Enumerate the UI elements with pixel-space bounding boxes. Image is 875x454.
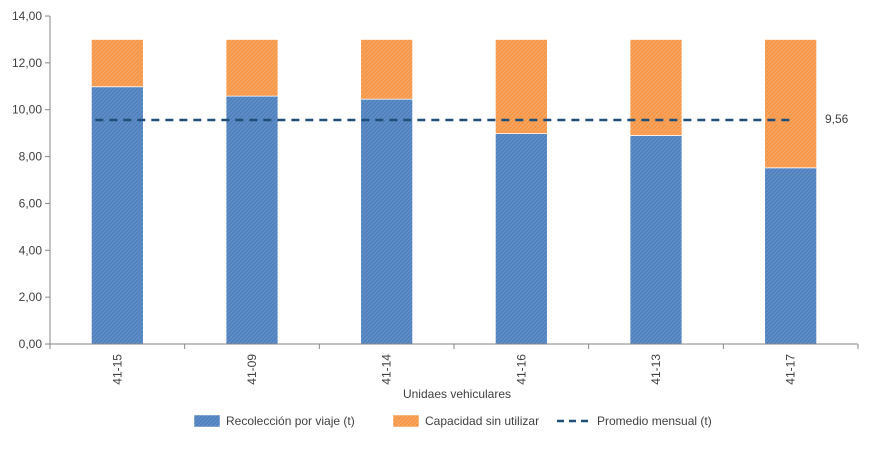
bar-capacidad-41-15 <box>90 39 144 88</box>
y-tick-label: 4,00 <box>19 243 43 257</box>
y-tick-label: 6,00 <box>19 196 43 210</box>
x-tick-label: 41-15 <box>110 354 124 385</box>
x-tick-label: 41-13 <box>649 354 663 385</box>
bar-recoleccion-41-15 <box>90 86 144 345</box>
legend: Recolección por viaje (t) Capacidad sin … <box>193 414 712 428</box>
legend-label-capacidad: Capacidad sin utilizar <box>425 414 539 428</box>
bar-recoleccion-41-17 <box>764 167 818 345</box>
average-value-label: 9,56 <box>825 112 849 126</box>
legend-swatch-capacidad <box>392 414 420 428</box>
x-tick-label: 41-09 <box>245 354 259 385</box>
bar-recoleccion-41-14 <box>360 98 414 345</box>
plot-area <box>90 39 818 345</box>
y-tick-label: 14,00 <box>12 9 42 23</box>
bar-capacidad-41-09 <box>225 39 279 97</box>
bar-capacidad-41-17 <box>764 39 818 169</box>
y-tick-label: 8,00 <box>19 150 43 164</box>
legend-label-recoleccion: Recolección por viaje (t) <box>226 414 355 428</box>
x-tick-label: 41-14 <box>380 354 394 385</box>
x-tick-label: 41-17 <box>784 354 798 385</box>
bar-recoleccion-41-13 <box>629 135 683 345</box>
bar-recoleccion-41-09 <box>225 95 279 345</box>
legend-label-promedio: Promedio mensual (t) <box>597 414 712 428</box>
x-axis: 41-15 41-09 41-14 41-16 41-13 41-17 <box>49 343 859 385</box>
y-tick-label: 0,00 <box>19 337 43 351</box>
y-tick-label: 12,00 <box>12 56 42 70</box>
bar-recoleccion-41-16 <box>494 133 548 345</box>
y-tick-label: 2,00 <box>19 290 43 304</box>
bar-capacidad-41-14 <box>360 39 414 100</box>
x-tick-label: 41-16 <box>514 354 528 385</box>
y-axis: 0,00 2,00 4,00 6,00 8,00 10,00 12,00 14,00 <box>12 9 51 351</box>
x-axis-title: Unidaes vehiculares <box>403 387 511 401</box>
y-tick-label: 10,00 <box>12 103 42 117</box>
legend-swatch-recoleccion <box>193 414 221 428</box>
bar-capacidad-41-16 <box>494 39 548 134</box>
